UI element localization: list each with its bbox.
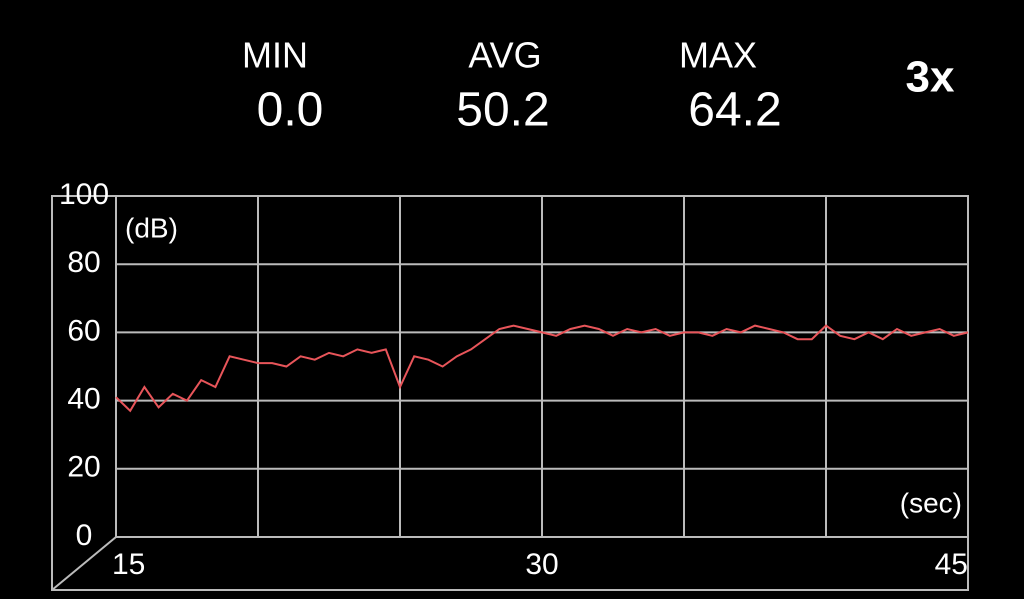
y-tick-label: 60 <box>67 314 100 347</box>
y-tick-label: 100 <box>59 178 109 211</box>
x-tick-label: 15 <box>112 548 145 581</box>
x-tick-label: 30 <box>525 548 558 581</box>
y-tick-label: 80 <box>67 246 100 279</box>
stat-label: MAX <box>679 35 757 76</box>
stat-label: AVG <box>468 35 541 76</box>
y-tick-label: 20 <box>67 451 100 484</box>
stat-value: 0.0 <box>257 84 324 137</box>
x-tick-label: 45 <box>935 548 968 581</box>
y-tick-label: 0 <box>76 519 93 552</box>
y-unit: (dB) <box>125 212 178 243</box>
data-line <box>115 324 969 413</box>
zoom-button[interactable]: 3x <box>906 53 955 102</box>
stat-label: MIN <box>242 35 308 76</box>
chart-frame <box>51 195 969 591</box>
x-unit: (sec) <box>900 487 962 518</box>
y-tick-label: 40 <box>67 383 100 416</box>
stat-value: 50.2 <box>456 84 549 137</box>
stat-value: 64.2 <box>688 84 781 137</box>
